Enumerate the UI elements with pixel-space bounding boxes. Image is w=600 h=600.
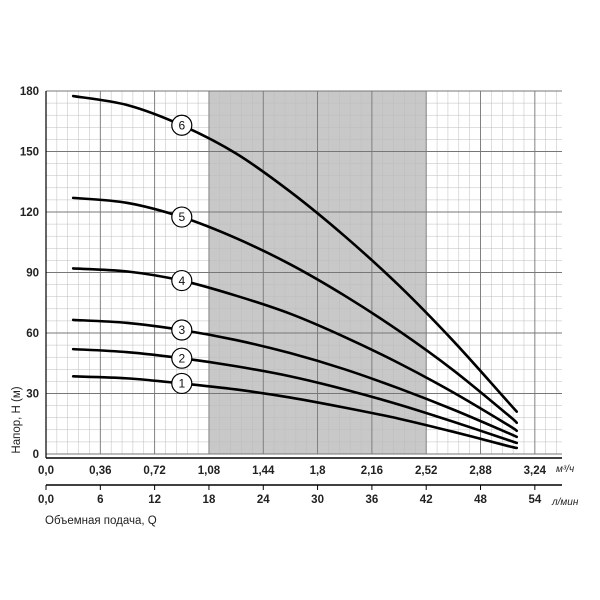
y-tick-label: 0	[33, 449, 39, 461]
curve-3	[71, 318, 519, 439]
x-tick-label-m3h: 2,16	[361, 465, 383, 477]
curve-1	[71, 375, 519, 450]
x-tick-label-lmin: 12	[148, 494, 161, 506]
curve-label-circle-1	[171, 372, 193, 395]
x-tick-label-m3h: 3,24	[524, 465, 547, 477]
curve-5	[71, 196, 519, 425]
y-tick-label: 30	[26, 389, 39, 401]
curve-label-4: 4	[178, 274, 185, 288]
x-tick-label-m3h: 0,36	[89, 465, 111, 477]
x-tick-label-m3h: 1,8	[310, 465, 327, 477]
x-tick-label-m3h: 1,44	[252, 465, 275, 477]
axes	[45, 91, 562, 490]
curve-label-1: 1	[178, 377, 185, 391]
curve-label-3: 3	[178, 323, 185, 337]
curve-label-6: 6	[178, 118, 185, 132]
x-tick-label-lmin: 42	[420, 494, 433, 506]
x-tick-label-lmin: 36	[365, 494, 378, 506]
y-tick-label: 90	[26, 268, 39, 280]
curve-label-5: 5	[178, 210, 185, 224]
x-tick-label-lmin: 54	[528, 494, 541, 506]
curve-label-2: 2	[178, 351, 185, 365]
x-tick-label-lmin: 6	[97, 494, 103, 506]
curves	[71, 94, 519, 450]
curve-label-circle-3	[171, 319, 193, 341]
y-tick-label: 120	[20, 207, 39, 219]
x-tick-label-lmin: 0,0	[38, 494, 54, 506]
curve-6	[71, 94, 519, 413]
curve-label-circle-4	[171, 269, 193, 292]
y-axis-title: Напор, H (м)	[11, 386, 23, 453]
x-tick-label-lmin: 48	[474, 494, 487, 506]
y-tick-label: 60	[26, 328, 39, 340]
x-tick-label-m3h: 2,88	[469, 465, 492, 477]
y-tick-label: 150	[20, 147, 39, 159]
curve-labels: 1 2 3 4 5 6	[171, 114, 193, 395]
x-tick-label-m3h: 0,0	[38, 465, 54, 477]
curve-label-circle-2	[171, 347, 193, 369]
y-tick-label: 180	[20, 86, 39, 98]
x-tick-label-m3h: 0,72	[143, 465, 165, 477]
x-tick-label-m3h: 2,52	[415, 465, 437, 477]
curve-4	[71, 267, 519, 433]
x-tick-label-lmin: 30	[311, 494, 324, 506]
curve-2	[71, 347, 519, 445]
x-tick-label-lmin: 18	[203, 494, 216, 506]
grid	[45, 90, 562, 455]
x-axis-title: Объемная подача, Q	[45, 515, 157, 527]
x-axis-unit-m3h: м³/ч	[556, 464, 574, 475]
curve-label-circle-5	[171, 206, 193, 228]
x-tick-label-m3h: 1,08	[198, 465, 221, 477]
x-tick-label-lmin: 24	[257, 494, 270, 506]
curve-label-circle-6	[171, 114, 193, 136]
x-axis-unit-lmin: л/мин	[551, 497, 579, 508]
tick-labels: 0 30 60 90 120 150 180 0,0 0,36 0,72 1,08 1,44 1,8 2,…	[20, 86, 547, 506]
